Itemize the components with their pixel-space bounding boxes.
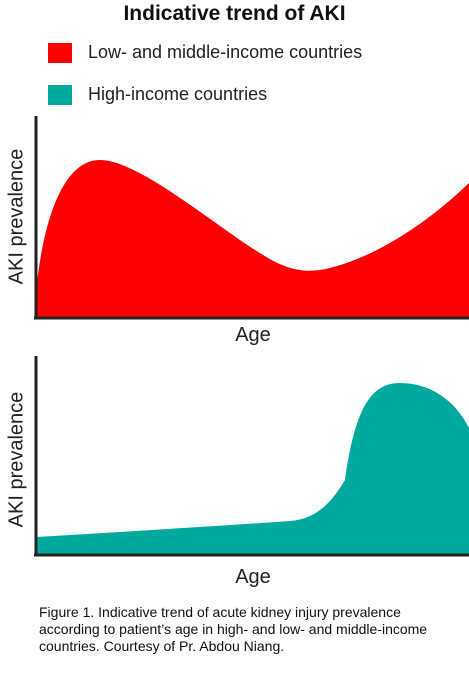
x-axis-label-top: Age [235, 324, 271, 346]
y-axis-label-bottom: AKI prevalence [5, 391, 28, 528]
legend-label: Low- and middle-income countries [88, 42, 363, 62]
chart-title: Indicative trend of AKI [123, 2, 346, 25]
y-axis-label-top: AKI prevalence [5, 148, 28, 285]
area-low-middle-income [36, 160, 469, 318]
legend-item-high-income: High-income countries [48, 84, 267, 105]
area-high-income [36, 383, 469, 555]
legend-swatch-red [48, 42, 72, 63]
figure-caption: Figure 1. Indicative trend of acute kidn… [39, 604, 428, 654]
legend-swatch-teal [48, 84, 72, 105]
legend-label: High-income countries [88, 84, 268, 104]
legend-item-low-middle-income: Low- and middle-income countries [48, 42, 362, 63]
x-axis-label-bottom: Age [235, 566, 271, 588]
